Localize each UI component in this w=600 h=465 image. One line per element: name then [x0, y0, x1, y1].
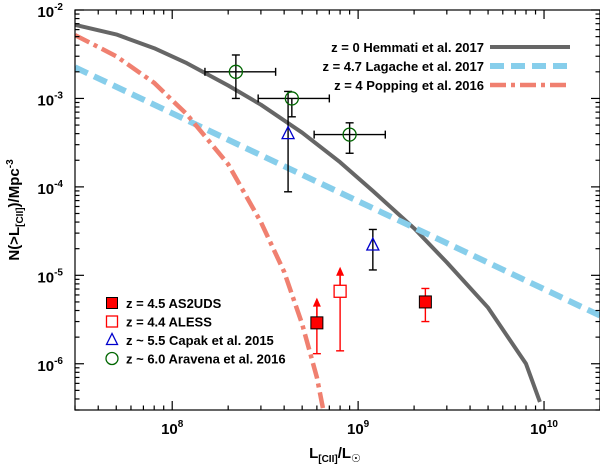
y-tick-label: 10-6 [37, 356, 63, 375]
point-marker [281, 125, 296, 140]
point-marker [342, 127, 357, 142]
data-point [204, 54, 277, 100]
legend-label: z = 4.7 Lagache et al. 2017 [322, 59, 484, 74]
model-curve-0 [75, 22, 542, 403]
legend-label: z ~ 6.0 Aravena et al. 2016 [126, 352, 286, 367]
axis-ticks: 108 109 1010 10-2 10-3 10-4 10-5 10-6 [37, 2, 600, 438]
data-point [313, 122, 386, 154]
upper-limit-arrow [336, 266, 345, 276]
legend-label: z ~ 5.5 Capak et al. 2015 [126, 333, 274, 348]
x-tick-label: 109 [347, 419, 370, 438]
upper-limit-arrow [312, 297, 321, 307]
point-marker [284, 91, 299, 106]
point-marker [365, 236, 380, 251]
observed-points [204, 54, 432, 355]
point-marker [333, 284, 347, 298]
plot-frame [74, 9, 600, 411]
model-curve-2 [75, 33, 326, 410]
legend-label: z = 4 Popping et al. 2016 [334, 78, 484, 93]
y-axis-title: N(>L[CII])/Mpc-3 [5, 159, 26, 261]
point-marker [228, 64, 244, 79]
model-curves [75, 22, 600, 410]
data-point [310, 297, 324, 355]
data-point [333, 266, 347, 352]
legend-marker [105, 315, 119, 328]
y-tick-label: 10-5 [37, 267, 63, 286]
x-tick-label: 108 [161, 419, 184, 438]
model-curve-1 [75, 64, 600, 319]
x-tick-label: 1010 [530, 419, 558, 438]
y-tick-label: 10-2 [37, 2, 63, 21]
x-axis-title: L[CII]/L☉ [309, 445, 361, 465]
legend-label: z = 4.5 AS2UDS [126, 296, 222, 311]
legend-label: z = 4.4 ALESS [126, 315, 212, 330]
data-point [365, 228, 380, 271]
point-marker [310, 316, 324, 330]
data-point [257, 91, 331, 118]
legend-marker [106, 297, 118, 309]
y-tick-label: 10-3 [37, 90, 63, 109]
legend-data: z = 4.5 AS2UDS z = 4.4 ALESS z ~ 5.5 Capak… [105, 296, 286, 367]
point-marker [418, 295, 432, 309]
legend-label: z = 0 Hemmati et al. 2017 [331, 40, 484, 55]
legend-marker [105, 332, 119, 346]
y-tick-label: 10-4 [37, 179, 63, 198]
legend-marker [105, 351, 119, 366]
data-point [418, 287, 432, 323]
legend-models: z = 0 Hemmati et al. 2017 z = 4.7 Lagache… [322, 40, 570, 93]
